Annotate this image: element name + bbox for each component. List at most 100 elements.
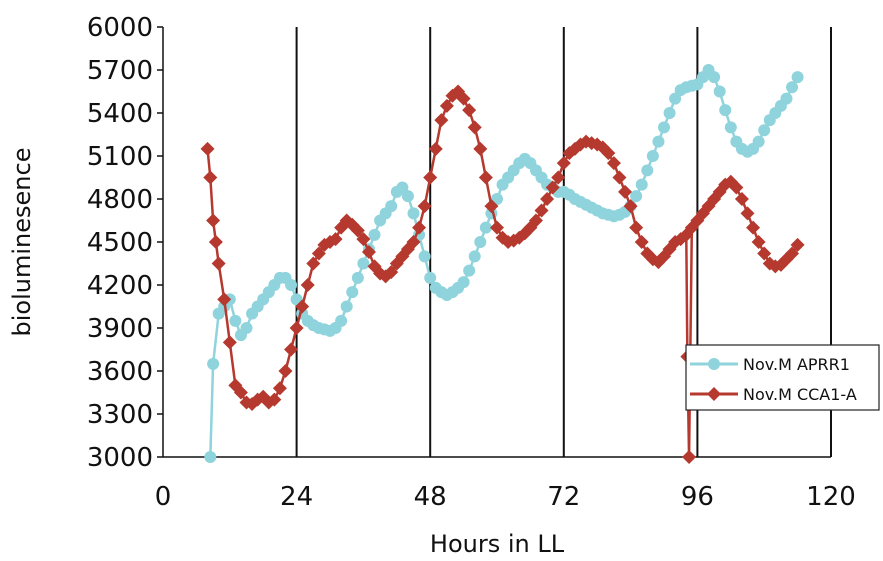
data-point-cca1	[634, 235, 649, 249]
data-point-aprr1	[652, 135, 665, 148]
data-point-aprr1	[401, 190, 414, 203]
series-layer	[200, 64, 805, 464]
y-tick-label: 6000	[87, 13, 153, 43]
data-point-cca1	[551, 170, 566, 185]
data-point-aprr1	[351, 271, 364, 284]
data-point-aprr1	[646, 150, 659, 162]
data-point-cca1	[217, 292, 232, 307]
data-point-cca1	[478, 170, 493, 185]
data-point-aprr1	[368, 228, 381, 241]
data-point-cca1	[206, 213, 221, 228]
data-point-cca1	[311, 246, 326, 261]
data-point-cca1	[428, 141, 443, 156]
data-point-aprr1	[285, 279, 298, 291]
y-tick-label: 5400	[87, 99, 153, 129]
y-tick-label: 3900	[87, 314, 153, 344]
data-point-aprr1	[207, 357, 220, 370]
data-point-cca1	[406, 235, 421, 249]
y-tick-label: 4800	[87, 185, 153, 215]
data-point-cca1	[222, 335, 237, 350]
axes	[157, 26, 831, 458]
data-point-cca1	[272, 381, 287, 396]
data-point-cca1	[490, 220, 504, 235]
data-point-cca1	[284, 342, 299, 357]
x-tick-label: 0	[155, 482, 172, 512]
data-point-aprr1	[204, 451, 217, 463]
tick-labels: 3000 3300 3600 3900 4200 4500 4800 5100 5400 5700…	[87, 13, 856, 512]
data-point-cca1	[456, 91, 471, 106]
data-point-aprr1	[229, 314, 242, 327]
data-point-cca1	[306, 256, 321, 271]
data-point-cca1	[233, 385, 248, 400]
data-point-cca1	[556, 156, 571, 171]
data-point-cca1	[350, 223, 365, 238]
data-point-cca1	[612, 170, 627, 185]
data-point-cca1	[467, 120, 482, 135]
data-point-aprr1	[708, 71, 721, 84]
data-point-aprr1	[663, 107, 676, 119]
data-point-cca1	[462, 103, 477, 118]
data-point-cca1	[417, 199, 432, 214]
data-point-cca1	[751, 235, 766, 249]
y-tick-label: 3600	[87, 357, 153, 387]
data-point-cca1	[412, 220, 427, 235]
y-tick-label: 5700	[87, 56, 153, 86]
data-point-cca1	[729, 180, 744, 195]
data-point-cca1	[439, 98, 454, 113]
data-point-aprr1	[340, 300, 353, 313]
data-point-aprr1	[385, 200, 398, 213]
data-point-cca1	[528, 213, 543, 228]
data-point-cca1	[361, 245, 376, 260]
data-point-aprr1	[658, 121, 670, 134]
data-point-aprr1	[357, 257, 370, 270]
data-point-cca1	[623, 199, 638, 214]
data-point-aprr1	[479, 221, 492, 234]
x-tick-label: 120	[806, 482, 856, 512]
x-tick-label: 48	[414, 482, 447, 512]
data-point-cca1	[267, 392, 282, 407]
data-point-cca1	[534, 203, 549, 218]
y-axis-title: bioluminesence	[8, 148, 36, 337]
y-tick-label: 3000	[87, 443, 153, 473]
data-point-cca1	[211, 256, 226, 271]
data-point-cca1	[618, 184, 633, 199]
data-point-cca1	[484, 199, 499, 214]
legend-entry-cca1: Nov.M CCA1-A	[690, 385, 857, 404]
data-point-aprr1	[418, 250, 431, 263]
data-point-cca1	[746, 220, 761, 235]
data-point-cca1	[629, 220, 644, 235]
legend-entry-aprr1: Nov.M APRR1	[690, 355, 850, 374]
y-tick-label: 3300	[87, 400, 153, 430]
data-point-aprr1	[713, 85, 726, 98]
x-axis-title: Hours in LL	[430, 530, 565, 558]
data-point-cca1	[289, 321, 304, 335]
data-point-cca1	[790, 237, 805, 252]
data-point-aprr1	[635, 178, 648, 191]
data-point-aprr1	[630, 190, 643, 203]
data-point-aprr1	[240, 322, 253, 334]
data-point-aprr1	[335, 314, 348, 327]
legend-label-cca1: Nov.M CCA1-A	[743, 385, 857, 404]
data-point-cca1	[473, 141, 488, 156]
data-point-aprr1	[791, 71, 804, 84]
legend-marker-aprr1	[708, 358, 720, 370]
data-point-cca1	[208, 235, 223, 249]
data-point-aprr1	[641, 164, 654, 177]
x-tick-label: 24	[280, 482, 313, 512]
legend-label-aprr1: Nov.M APRR1	[743, 355, 850, 374]
data-point-aprr1	[786, 81, 799, 94]
data-point-cca1	[395, 249, 410, 264]
data-point-cca1	[734, 192, 749, 206]
legend-box	[685, 344, 880, 411]
data-point-aprr1	[780, 92, 793, 105]
data-point-cca1	[545, 180, 560, 195]
data-point-cca1	[640, 246, 655, 261]
data-point-cca1	[657, 249, 671, 264]
data-point-cca1	[356, 232, 371, 247]
data-point-aprr1	[758, 124, 771, 137]
x-tick-label: 72	[547, 482, 580, 512]
data-point-aprr1	[719, 104, 732, 117]
data-point-cca1	[295, 299, 310, 314]
y-tick-label: 4200	[87, 271, 153, 301]
